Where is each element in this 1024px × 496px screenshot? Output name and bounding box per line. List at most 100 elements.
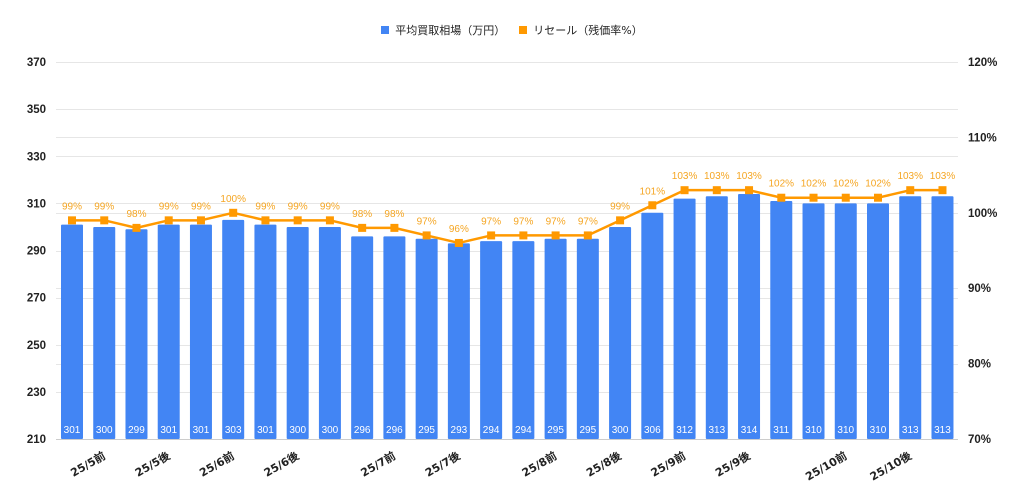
bar-value-label: 301 xyxy=(160,425,177,436)
line-swatch-icon xyxy=(519,26,528,34)
line-value-label: 98% xyxy=(352,209,372,220)
line-point-marker[interactable] xyxy=(390,223,399,232)
line-value-label: 96% xyxy=(449,224,469,235)
bar[interactable] xyxy=(93,226,116,439)
legend-item-bar[interactable]: 平均買取相場（万円） xyxy=(381,22,505,38)
line-point-marker[interactable] xyxy=(422,231,431,240)
line-point-marker[interactable] xyxy=(325,216,334,225)
bar[interactable] xyxy=(383,236,406,439)
y-left-tick: 250 xyxy=(27,340,46,352)
bar[interactable] xyxy=(641,212,664,439)
bar[interactable] xyxy=(61,224,83,439)
bar-value-label: 301 xyxy=(257,425,274,436)
line-point-marker[interactable] xyxy=(68,216,76,225)
x-tick-label: 25/10後 xyxy=(867,448,914,483)
legend: 平均買取相場（万円） リセール（残価率%） xyxy=(0,22,1024,38)
line-point-marker[interactable] xyxy=(551,231,560,240)
line-point-marker[interactable] xyxy=(164,216,173,225)
line-value-label: 103% xyxy=(736,171,762,182)
bar[interactable] xyxy=(415,238,438,439)
line-point-marker[interactable] xyxy=(874,193,882,202)
bar[interactable] xyxy=(834,203,857,439)
bar-value-label: 300 xyxy=(612,425,629,436)
line-point-marker[interactable] xyxy=(616,216,625,225)
bar[interactable] xyxy=(222,219,245,439)
x-tick-label: 25/7後 xyxy=(422,448,463,480)
line-point-marker[interactable] xyxy=(938,186,947,195)
line-value-label: 97% xyxy=(578,216,598,227)
legend-item-line[interactable]: リセール（残価率%） xyxy=(519,22,643,38)
x-tick-label: 25/9後 xyxy=(713,448,754,480)
bar-value-label: 294 xyxy=(483,425,500,436)
bar[interactable] xyxy=(705,196,728,439)
bar[interactable] xyxy=(125,229,148,439)
bar[interactable] xyxy=(802,203,825,439)
x-tick-label: 25/6後 xyxy=(261,448,302,480)
line-value-label: 103% xyxy=(704,171,730,182)
bar[interactable] xyxy=(738,193,761,439)
bar[interactable] xyxy=(867,203,889,439)
y-left-tick: 270 xyxy=(27,293,46,305)
bar-value-label: 311 xyxy=(773,425,789,436)
line-point-marker[interactable] xyxy=(487,231,496,240)
bar[interactable] xyxy=(512,241,535,439)
y-right-tick: 120% xyxy=(968,57,997,69)
bar[interactable] xyxy=(254,224,277,439)
bar-value-label: 313 xyxy=(934,425,951,436)
line-point-marker[interactable] xyxy=(196,216,205,225)
bar-value-label: 310 xyxy=(837,425,854,436)
line-point-marker[interactable] xyxy=(261,216,270,225)
bar[interactable] xyxy=(480,241,503,439)
bar-value-label: 313 xyxy=(708,425,725,436)
line-value-label: 101% xyxy=(640,186,666,197)
bar-value-label: 300 xyxy=(289,425,306,436)
line-point-marker[interactable] xyxy=(841,193,850,202)
x-tick-label: 25/8前 xyxy=(519,448,559,479)
bar[interactable] xyxy=(899,196,922,439)
line-value-label: 99% xyxy=(320,201,340,212)
line-value-label: 102% xyxy=(833,179,859,190)
line-value-label: 102% xyxy=(801,179,827,190)
legend-label-bar: 平均買取相場（万円） xyxy=(395,24,506,37)
line-point-marker[interactable] xyxy=(809,193,818,202)
y-left-tick: 210 xyxy=(27,434,46,446)
bar[interactable] xyxy=(931,196,954,439)
bar[interactable] xyxy=(189,224,212,439)
line-point-marker[interactable] xyxy=(712,186,721,195)
y-right-tick: 80% xyxy=(968,359,991,371)
line-point-marker[interactable] xyxy=(132,223,141,232)
line-point-marker[interactable] xyxy=(906,186,915,195)
x-tick-label: 25/5前 xyxy=(68,448,108,479)
bar[interactable] xyxy=(286,226,309,439)
line-point-marker[interactable] xyxy=(519,231,528,240)
bar[interactable] xyxy=(609,226,632,439)
x-tick-label: 25/5後 xyxy=(132,448,173,480)
bar[interactable] xyxy=(318,226,341,439)
bar[interactable] xyxy=(544,238,567,439)
line-value-label: 99% xyxy=(610,201,630,212)
line-point-marker[interactable] xyxy=(454,238,463,247)
bar-value-label: 300 xyxy=(96,425,113,436)
bar-value-label: 301 xyxy=(193,425,210,436)
bar[interactable] xyxy=(351,236,374,439)
bar[interactable] xyxy=(770,201,793,439)
x-tick-label: 25/7前 xyxy=(358,448,398,479)
line-point-marker[interactable] xyxy=(680,186,689,195)
line-point-marker[interactable] xyxy=(648,201,657,210)
bar[interactable] xyxy=(576,238,599,439)
line-point-marker[interactable] xyxy=(777,193,786,202)
bar-value-label: 295 xyxy=(579,425,596,436)
line-point-marker[interactable] xyxy=(293,216,302,225)
line-point-marker[interactable] xyxy=(229,208,238,217)
line-value-label: 103% xyxy=(672,171,698,182)
line-point-marker[interactable] xyxy=(100,216,109,225)
bar[interactable] xyxy=(157,224,180,439)
line-point-marker[interactable] xyxy=(583,231,592,240)
line-value-label: 102% xyxy=(865,179,891,190)
line-point-marker[interactable] xyxy=(358,223,367,232)
bar[interactable] xyxy=(447,243,470,439)
bar[interactable] xyxy=(673,198,696,439)
line-point-marker[interactable] xyxy=(745,186,754,195)
